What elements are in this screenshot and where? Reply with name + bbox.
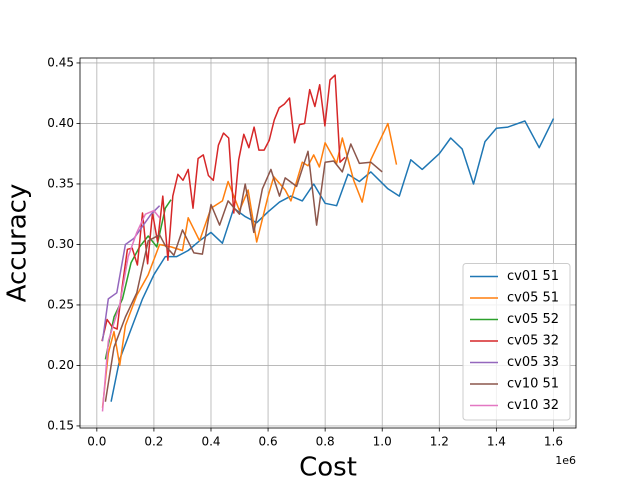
- data-line: [101, 205, 161, 342]
- x-tick-label: 0.0: [87, 435, 106, 449]
- x-tick-label: 1.2: [430, 435, 449, 449]
- legend-label: cv01 51: [507, 269, 559, 284]
- y-tick-label: 0.30: [47, 237, 74, 251]
- axes-frame: [79, 57, 577, 429]
- x-tick-label: 0.4: [201, 435, 220, 449]
- y-tick-label: 0.20: [47, 358, 74, 372]
- x-axis-label: Cost: [299, 453, 357, 480]
- x-tick-label: 0.6: [259, 435, 278, 449]
- legend-box: [462, 263, 571, 421]
- x-tick-label: 1.0: [373, 435, 392, 449]
- legend-label: cv10 32: [507, 398, 559, 413]
- data-line: [101, 74, 346, 342]
- legend-label: cv05 51: [507, 291, 559, 306]
- legend-label: cv05 32: [507, 334, 559, 349]
- legend-label: cv05 33: [507, 355, 559, 370]
- x-tick-label: 0.8: [316, 435, 335, 449]
- x-offset-text: 1e6: [555, 454, 576, 467]
- data-line: [101, 209, 161, 412]
- y-tick-label: 0.15: [47, 418, 74, 432]
- y-axis-label: Accuracy: [3, 184, 33, 303]
- data-line: [110, 118, 555, 402]
- legend: cv01 51 cv05 51 cv05 52 cv05 32 cv05 33 cv10 …: [462, 263, 571, 421]
- y-tick-label: 0.25: [47, 297, 74, 311]
- x-tick-label: 0.2: [144, 435, 163, 449]
- x-tick-label: 1.4: [487, 435, 506, 449]
- legend-label: cv10 51: [507, 377, 559, 392]
- data-line: [101, 122, 398, 408]
- y-tick-label: 0.45: [47, 55, 74, 69]
- legend-label: cv05 52: [507, 312, 559, 327]
- data-line: [104, 143, 383, 402]
- x-tick-label: 1.6: [544, 435, 563, 449]
- y-tick-label: 0.35: [47, 176, 74, 190]
- y-tick-label: 0.40: [47, 116, 74, 130]
